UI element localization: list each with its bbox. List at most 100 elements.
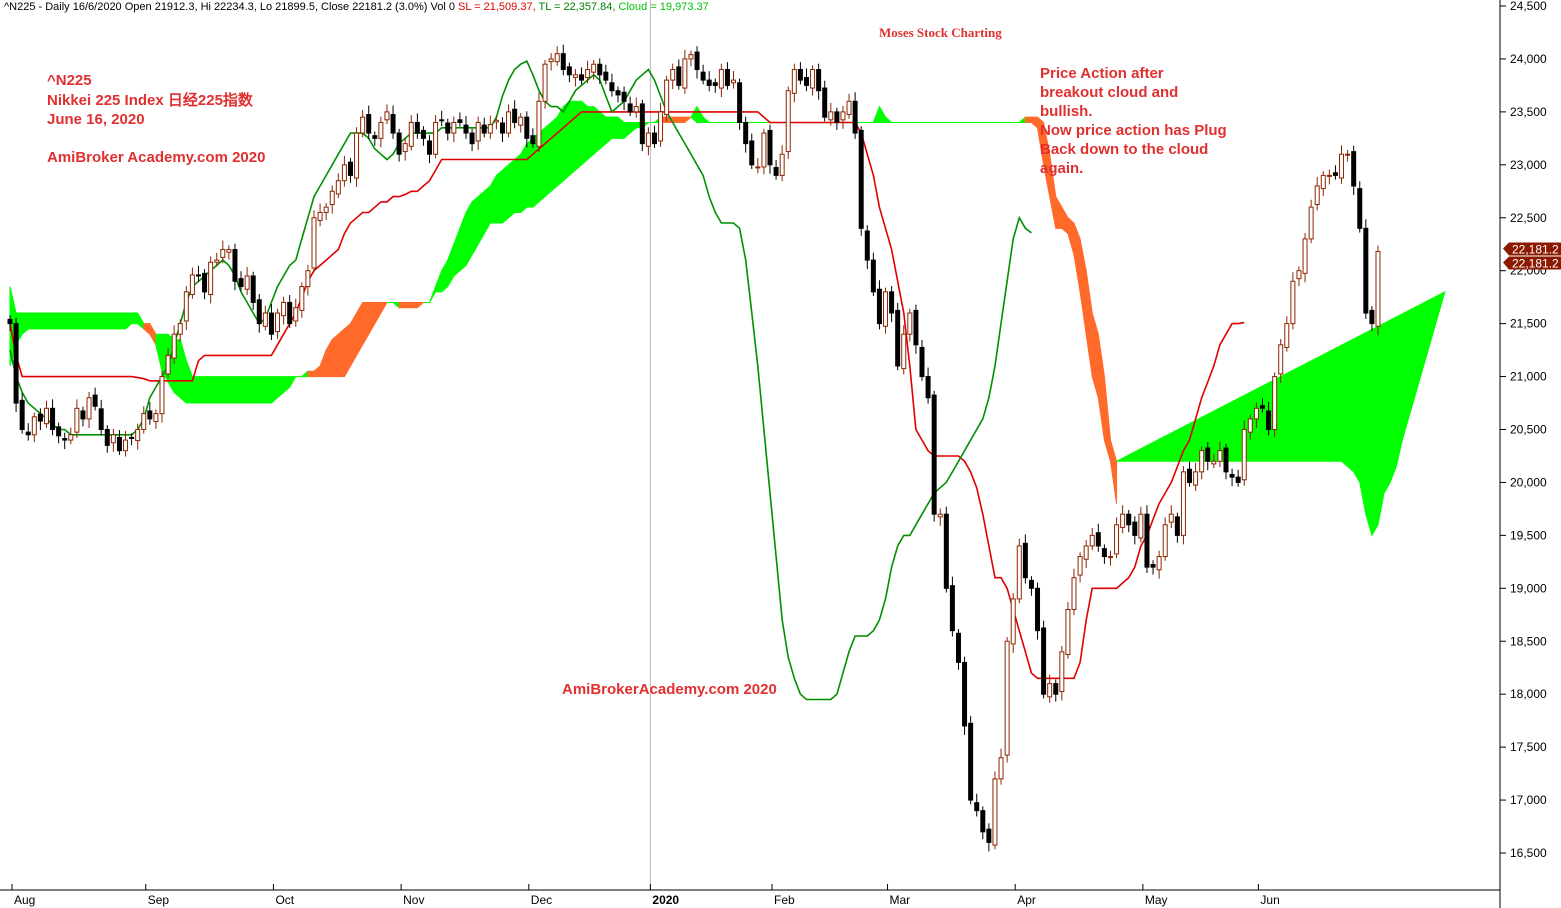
candle-up (159, 376, 165, 415)
candle-up (305, 270, 311, 288)
candle-down (639, 103, 645, 145)
candle-down (621, 91, 627, 102)
cloud-bear-segment (660, 116, 693, 123)
candle-up (1345, 153, 1351, 156)
x-tick-label: Aug (14, 893, 35, 907)
candle-up (937, 513, 943, 518)
comment-line: Now price action has Plug (1040, 122, 1227, 139)
candle-up (591, 63, 597, 73)
candle-up (74, 407, 80, 433)
candle-down (1259, 405, 1265, 409)
candle-down (129, 436, 135, 439)
candle-down (1174, 516, 1180, 536)
candle-up (1290, 280, 1296, 325)
candle-down (1095, 532, 1101, 547)
candle-down (116, 436, 122, 452)
candle-down (80, 410, 86, 420)
candle-down (268, 312, 274, 335)
candle-down (250, 275, 256, 303)
candle-up (1193, 471, 1199, 486)
candle-up (1180, 471, 1186, 536)
candle-up (311, 217, 317, 269)
candle-up (341, 164, 347, 182)
candle-up (220, 249, 226, 258)
candle-down (889, 291, 895, 314)
candle-up (1162, 524, 1168, 558)
y-tick-label: 17,500 (1510, 740, 1547, 754)
candle-down (949, 585, 955, 632)
name-note: Nikkei 225 Index 日经225指数 (47, 92, 253, 109)
candle-up (1308, 206, 1314, 240)
candle-up (262, 312, 268, 327)
candle-up (354, 132, 360, 179)
candle-down (524, 116, 530, 139)
sl-line (9, 111, 1245, 680)
y-tick-label: 19,000 (1510, 581, 1547, 595)
y-tick-label: 18,000 (1510, 687, 1547, 701)
x-tick-label: Oct (275, 893, 294, 907)
candle-up (1375, 251, 1381, 327)
candle-down (1363, 227, 1369, 314)
candle-down (1144, 513, 1150, 568)
candle-down (773, 166, 779, 176)
price-candles (7, 44, 1381, 852)
candle-up (378, 121, 384, 139)
candle-down (366, 114, 372, 134)
last-price-label: 22,181.2 (1512, 257, 1559, 271)
candle-up (761, 132, 767, 168)
candle-up (1047, 683, 1053, 698)
candle-up (1302, 238, 1308, 274)
candle-up (281, 301, 287, 317)
candle-down (372, 135, 378, 139)
candle-up (189, 274, 195, 296)
candle-up (682, 58, 688, 89)
y-tick-label: 24,500 (1510, 0, 1547, 13)
candle-down (943, 513, 949, 589)
candle-up (68, 434, 74, 441)
candle-down (712, 82, 718, 86)
candle-down (19, 399, 25, 430)
candle-down (579, 74, 585, 81)
candle-up (165, 354, 171, 375)
candle-up (731, 79, 737, 84)
candle-up (1120, 513, 1126, 528)
candle-down (1205, 447, 1211, 462)
candle-down (864, 230, 870, 261)
candle-down (98, 408, 104, 430)
comment-note: Price Action after breakout cloud and bu… (1040, 64, 1227, 178)
candle-down (469, 132, 475, 145)
candle-up (1138, 513, 1144, 539)
candle-up (548, 58, 554, 63)
candle-down (499, 122, 505, 134)
candle-up (1217, 450, 1223, 462)
candle-down (895, 309, 901, 367)
candle-up (1089, 534, 1095, 547)
candle-up (1107, 556, 1113, 559)
candle-down (37, 413, 43, 422)
candle-down (347, 161, 353, 176)
candle-up (123, 439, 129, 452)
candle-up (554, 53, 560, 63)
candle-up (1065, 608, 1071, 655)
candle-down (414, 121, 420, 134)
cloud-bear-segment (398, 301, 425, 309)
candle-up (1211, 460, 1217, 465)
candle-up (828, 111, 834, 121)
candle-down (931, 394, 937, 515)
academy-note: AmiBroker Academy.com 2020 (47, 149, 266, 166)
x-tick-label: Nov (403, 893, 424, 907)
watermark-note: AmiBrokerAcademy.com 2020 (562, 681, 777, 698)
candle-down (627, 103, 633, 113)
cloud-bull-segment (9, 286, 145, 367)
candle-up (329, 190, 335, 206)
candle-down (694, 51, 700, 71)
candle-down (25, 431, 31, 436)
candle-down (870, 259, 876, 293)
candle-down (1132, 521, 1138, 536)
candle-down (980, 810, 986, 833)
candle-up (226, 249, 232, 253)
comment-line: breakout cloud and (1040, 84, 1179, 101)
candle-down (1041, 627, 1047, 695)
candle-down (530, 135, 536, 145)
candle-up (177, 323, 183, 335)
